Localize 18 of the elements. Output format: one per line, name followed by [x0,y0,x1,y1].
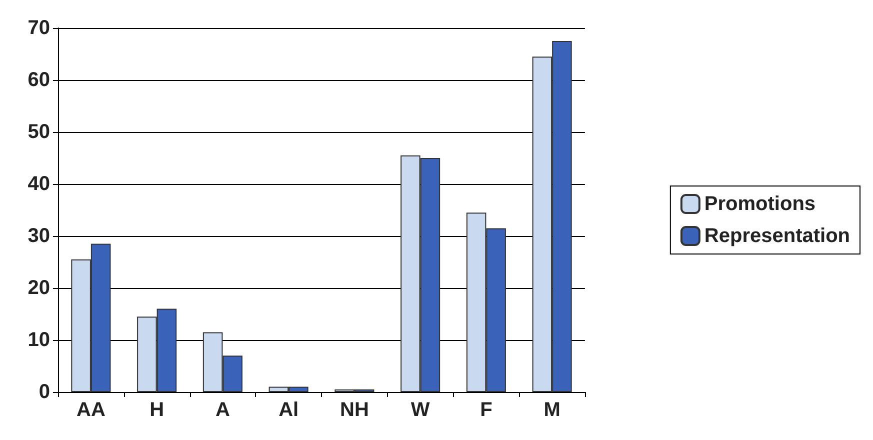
x-tick-label: H [150,399,164,421]
y-tick-label: 0 [38,381,50,403]
y-tick-label: 30 [28,225,50,247]
y-tick-label: 70 [28,17,50,39]
y-tick-label: 20 [28,277,50,299]
y-tick-label: 10 [28,329,50,351]
legend-label: Representation [704,225,850,247]
x-tick-label: NH [340,399,369,421]
y-tick-label: 40 [28,173,50,195]
x-tick-label: Al [278,399,299,421]
y-tick-label: 50 [28,121,50,143]
x-tick-label: A [215,399,230,421]
x-tick-label: W [410,399,430,421]
legend-label: Promotions [704,193,816,215]
y-tick-label: 60 [28,69,50,91]
x-tick-label: AA [76,399,106,421]
x-tick-label: F [480,399,492,421]
x-tick-label: M [544,399,560,421]
